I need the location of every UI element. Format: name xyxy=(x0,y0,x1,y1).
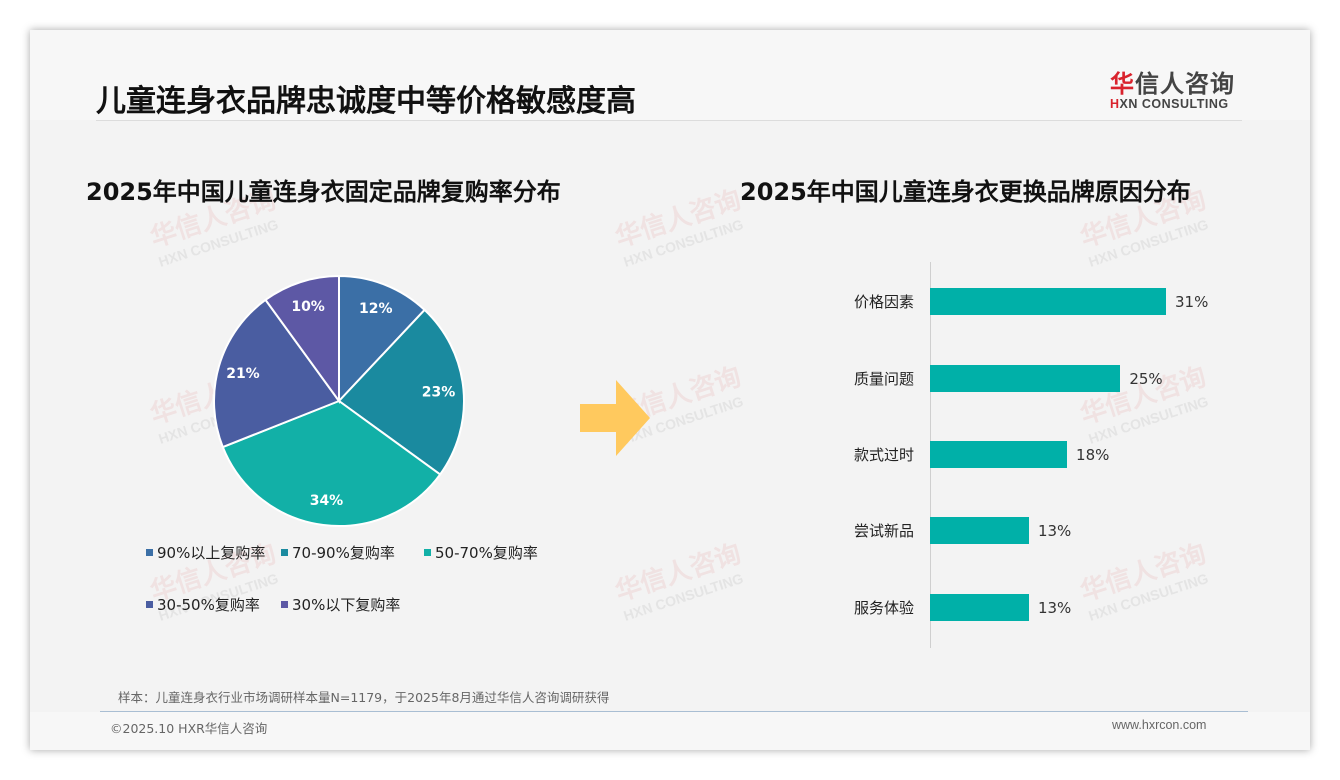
bar xyxy=(930,288,1166,315)
pie-chart: 12% 23% 34% 21% 10% xyxy=(213,274,465,527)
footer-divider xyxy=(100,711,1248,712)
logo-en-rest: XN CONSULTING xyxy=(1119,97,1229,111)
pie-slice xyxy=(264,274,340,405)
pie-slice-label: 12% xyxy=(359,301,393,317)
title-divider xyxy=(96,120,1242,121)
pie-slice xyxy=(337,308,465,476)
legend-item: 30-50%复购率 xyxy=(146,594,260,615)
copyright: ©2025.10 HXR华信人咨询 xyxy=(110,721,268,736)
bar-row: 服务体验 13% xyxy=(830,594,1270,622)
bar xyxy=(930,594,1029,621)
legend-item: 50-70%复购率 xyxy=(424,542,538,563)
pie-slice-label: 34% xyxy=(310,493,344,509)
page-title: 儿童连身衣品牌忠诚度中等价格敏感度高 xyxy=(96,84,636,119)
legend-label: 30%以下复购率 xyxy=(292,596,401,614)
bar-row: 款式过时 18% xyxy=(830,441,1270,469)
pie-slice-label: 10% xyxy=(291,299,325,315)
header-band xyxy=(30,30,1310,120)
bar xyxy=(930,441,1068,468)
pie-slice xyxy=(338,274,426,404)
bar-value-label: 13% xyxy=(1037,522,1072,540)
legend-item: 30%以下复购率 xyxy=(281,594,400,615)
bar-row: 价格因素 31% xyxy=(830,288,1270,316)
pie-slice-label: 21% xyxy=(226,366,260,382)
logo-cn-rest: 信人咨询 xyxy=(1135,70,1235,98)
bar-chart-title: 2025年中国儿童连身衣更换品牌原因分布 xyxy=(740,178,1191,206)
slide: 儿童连身衣品牌忠诚度中等价格敏感度高 华信人咨询 HXN CONSULTING … xyxy=(30,30,1310,750)
bar-category-label: 质量问题 xyxy=(853,370,914,388)
logo-en-red: H xyxy=(1110,97,1120,111)
legend-swatch xyxy=(281,549,288,556)
bar-chart: 价格因素 31% 质量问题 25% 款式过时 18% 尝试新品 13% 服务体验 13% xyxy=(830,262,1270,652)
bar-value-label: 31% xyxy=(1175,293,1209,311)
legend-swatch xyxy=(146,549,153,556)
website-link[interactable]: www.hxrcon.com xyxy=(1112,718,1207,732)
legend-label: 30-50%复购率 xyxy=(157,596,260,614)
legend-label: 70-90%复购率 xyxy=(292,544,395,562)
bar-category-label: 款式过时 xyxy=(853,446,914,464)
pie-slice-label: 23% xyxy=(422,385,456,401)
legend-swatch xyxy=(146,601,153,608)
bar xyxy=(930,365,1121,392)
sample-note: 样本：儿童连身衣行业市场调研样本量N=1179，于2025年8月通过华信人咨询调… xyxy=(118,690,610,705)
pie-chart-title: 2025年中国儿童连身衣固定品牌复购率分布 xyxy=(86,178,561,206)
right-arrow-icon xyxy=(580,380,650,456)
bar-category-label: 尝试新品 xyxy=(853,522,914,540)
logo-cn-red: 华 xyxy=(1110,70,1135,98)
logo-english: HXN CONSULTING xyxy=(1110,97,1250,111)
footer-band xyxy=(30,712,1310,750)
legend-item: 90%以上复购率 xyxy=(146,542,265,563)
legend-label: 90%以上复购率 xyxy=(157,544,266,562)
bar xyxy=(930,517,1029,544)
bar-category-label: 服务体验 xyxy=(853,599,914,617)
bar-row: 尝试新品 13% xyxy=(830,517,1270,545)
bar-value-label: 18% xyxy=(1076,446,1110,464)
legend-swatch xyxy=(424,549,431,556)
company-logo: 华信人咨询 HXN CONSULTING xyxy=(1110,64,1250,111)
pie-slice xyxy=(221,399,442,527)
bar-row: 质量问题 25% xyxy=(830,365,1270,393)
bar-value-label: 13% xyxy=(1037,599,1072,617)
legend-label: 50-70%复购率 xyxy=(435,544,538,562)
legend-swatch xyxy=(281,601,288,608)
bar-value-label: 25% xyxy=(1129,370,1163,388)
logo-chinese: 华信人咨询 xyxy=(1110,64,1250,99)
bar-category-label: 价格因素 xyxy=(853,293,914,311)
pie-slice xyxy=(213,298,341,449)
legend-item: 70-90%复购率 xyxy=(281,542,395,563)
